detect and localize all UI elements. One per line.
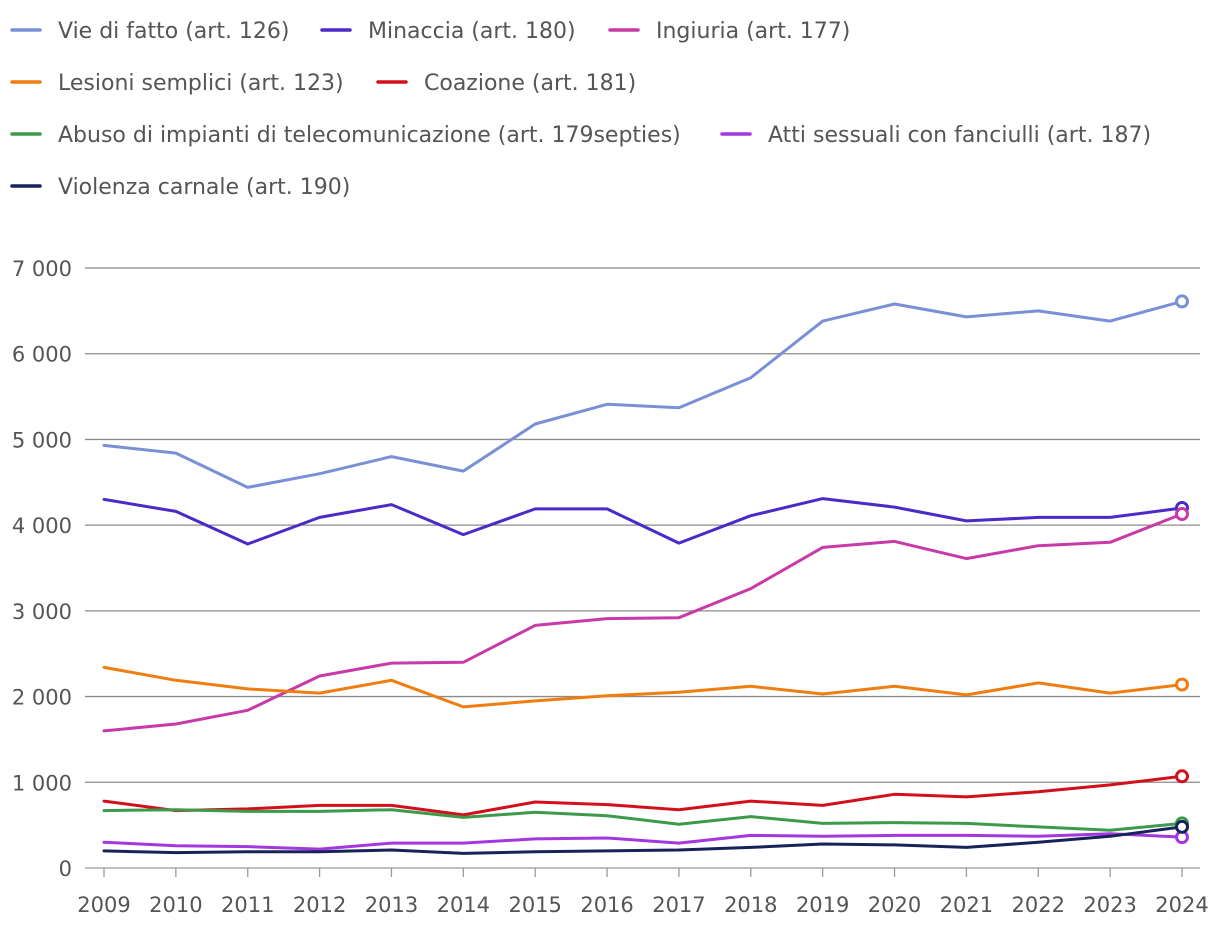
x-tick-label: 2009 [77,893,130,917]
y-tick-label: 3 000 [12,600,72,624]
series [102,769,1189,817]
x-tick-label: 2020 [868,893,921,917]
series-end-marker [1175,294,1189,309]
x-tick-label: 2019 [796,893,849,917]
legend-item: Minaccia (art. 180) [320,19,576,44]
y-tick-label: 2 000 [12,686,72,710]
gridlines [85,267,1200,869]
y-tick-label: 4 000 [12,514,72,538]
x-tick-label: 2023 [1083,893,1136,917]
legend-label: Lesioni semplici (art. 123) [58,71,344,96]
x-tick-label: 2021 [940,893,993,917]
series-line [102,512,1184,733]
series-line [102,299,1184,489]
x-tick-label: 2013 [365,893,418,917]
series [102,665,1189,709]
series-line [102,665,1184,709]
y-axis: 0 1 000 2 000 3 000 4 000 5 000 6 000 7 000 [12,257,72,881]
series [102,808,1189,832]
legend-label: Coazione (art. 181) [424,71,636,96]
x-tick-label: 2014 [437,893,490,917]
y-tick-label: 0 [59,857,72,881]
legend-item: Ingiuria (art. 177) [608,19,850,44]
series-end-marker [1175,819,1189,834]
x-tick-label: 2011 [221,893,274,917]
series-line [102,497,1184,546]
legend-item: Atti sessuali con fanciulli (art. 187) [720,123,1151,148]
series-end-marker [1175,507,1189,521]
series [102,830,1189,851]
series-end-marker [1175,769,1189,784]
series [102,819,1189,855]
legend-label: Abuso di impianti di telecomunicazione (… [58,123,681,148]
x-tick-label: 2012 [293,893,346,917]
series-line [102,808,1184,832]
legend-label: Minaccia (art. 180) [368,19,576,44]
series-line [102,825,1184,855]
legend-label: Vie di fatto (art. 126) [58,19,290,44]
x-axis: 2009 2010 2011 2012 2013 2014 2015 2016 2017 2018… [77,868,1209,917]
series-line [102,774,1184,817]
y-tick-label: 5 000 [12,428,72,452]
series [102,507,1189,733]
legend-item: Violenza carnale (art. 190) [10,175,350,200]
series-lines [102,294,1189,855]
y-tick-label: 6 000 [12,343,72,367]
series-line [102,832,1184,851]
legend-item: Coazione (art. 181) [376,71,636,96]
legend-item: Abuso di impianti di telecomunicazione (… [10,123,681,148]
x-tick-label: 2018 [724,893,777,917]
legend-label: Violenza carnale (art. 190) [58,175,350,200]
series [102,497,1189,546]
x-tick-label: 2024 [1155,893,1208,917]
legend-item: Vie di fatto (art. 126) [10,19,290,44]
legend-label: Atti sessuali con fanciulli (art. 187) [768,123,1151,148]
series [102,294,1189,489]
x-tick-label: 2010 [149,893,202,917]
x-tick-label: 2017 [652,893,705,917]
legend-item: Lesioni semplici (art. 123) [10,71,344,96]
series-end-marker [1175,677,1189,692]
legend: Vie di fatto (art. 126) Minaccia (art. 18… [10,19,1151,200]
legend-label: Ingiuria (art. 177) [656,19,850,44]
y-tick-label: 1 000 [12,771,72,795]
x-tick-label: 2022 [1012,893,1065,917]
y-tick-label: 7 000 [12,257,72,281]
x-tick-label: 2015 [508,893,561,917]
x-tick-label: 2016 [580,893,633,917]
